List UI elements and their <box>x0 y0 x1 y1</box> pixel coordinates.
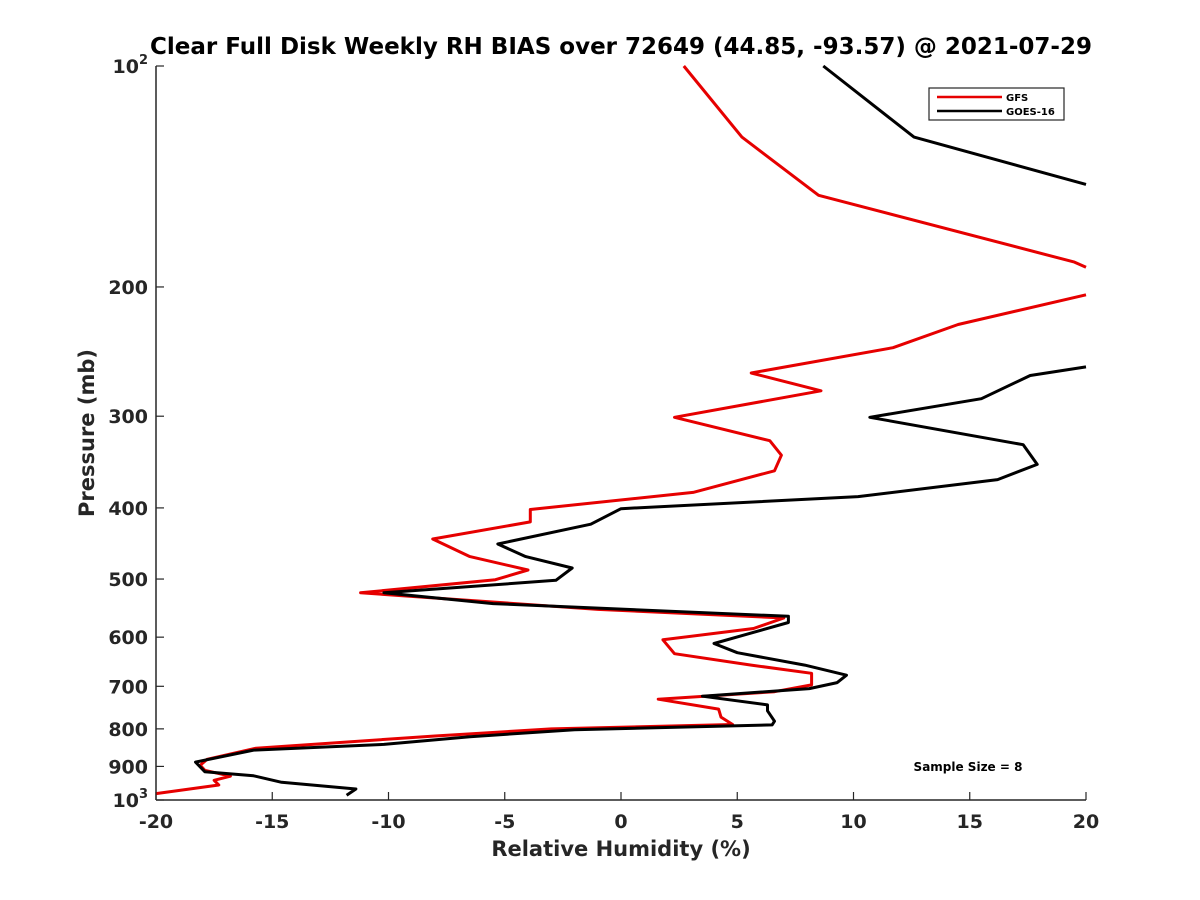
y-axis-label: Pressure (mb) <box>75 349 99 517</box>
x-axis-label: Relative Humidity (%) <box>491 837 750 861</box>
y-tick-label: 102 <box>113 53 149 78</box>
series-line-goes16 <box>194 64 1087 797</box>
sample-size-annotation: Sample Size = 8 <box>914 760 1023 774</box>
y-tick-label: 600 <box>108 627 148 649</box>
x-tick-label: 5 <box>731 811 744 833</box>
x-tick-label: -5 <box>494 811 515 833</box>
y-tick-label: 400 <box>108 498 148 520</box>
legend-label-gfs: GFS <box>1006 93 1028 104</box>
x-tick-label: -20 <box>139 811 173 833</box>
chart-title: Clear Full Disk Weekly RH BIAS over 7264… <box>150 34 1092 60</box>
x-tick-label: 0 <box>614 811 627 833</box>
series-layer <box>155 64 1087 797</box>
x-tick-label: 15 <box>957 811 983 833</box>
y-tick-label: 800 <box>108 719 148 741</box>
y-tick-label: 500 <box>108 569 148 591</box>
x-axis-ticks: -20 -15 -10 -5 0 5 10 15 20 <box>139 792 1099 833</box>
x-tick-label: -15 <box>255 811 289 833</box>
legend: GFS GOES-16 <box>928 87 1065 121</box>
plot-area: -20 -15 -10 -5 0 5 10 15 20 102 200 300 400 500 600 70… <box>108 53 1099 833</box>
y-tick-label: 700 <box>108 676 148 698</box>
y-tick-label: 900 <box>108 756 148 778</box>
x-tick-label: -10 <box>371 811 405 833</box>
legend-label-goes16: GOES-16 <box>1006 107 1055 118</box>
x-tick-label: 10 <box>840 811 866 833</box>
x-tick-label: 20 <box>1073 811 1099 833</box>
y-tick-label: 200 <box>108 277 148 299</box>
y-axis-ticks: 102 200 300 400 500 600 700 800 900 103 <box>108 53 164 812</box>
y-tick-label: 103 <box>113 787 149 812</box>
y-tick-label: 300 <box>108 406 148 428</box>
legend-box <box>928 87 1065 121</box>
